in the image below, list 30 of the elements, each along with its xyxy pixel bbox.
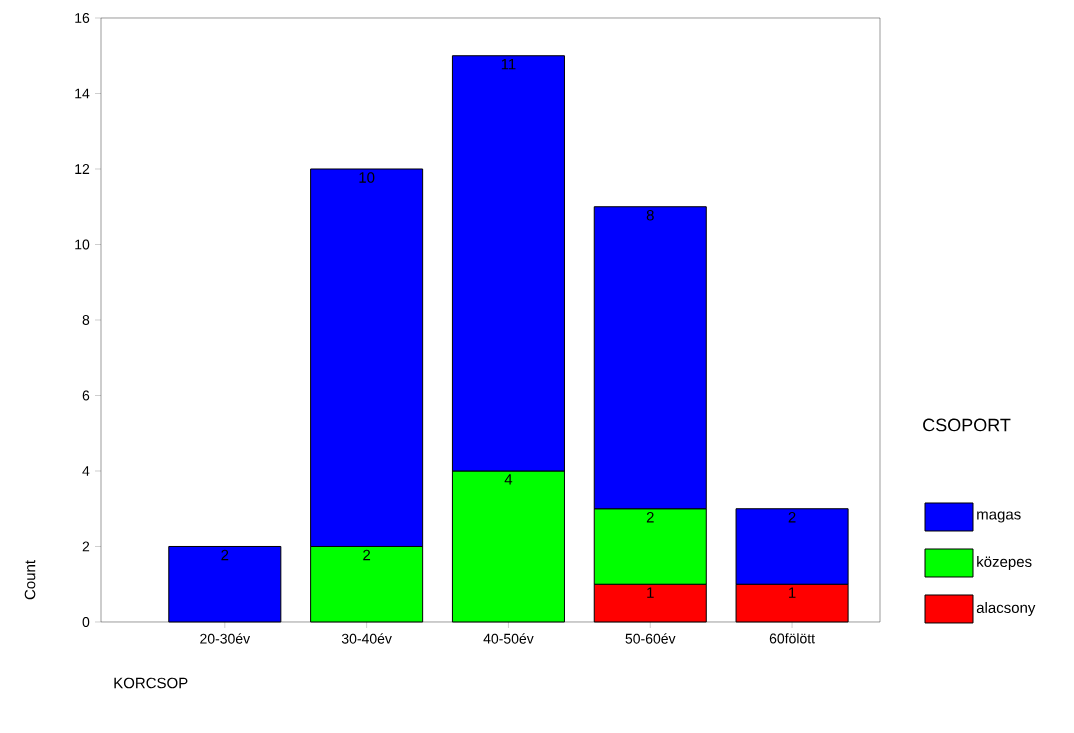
legend-title: CSOPORT — [923, 418, 1011, 432]
x-tick-label: 20-30év — [200, 633, 251, 644]
y-tick-label: 14 — [75, 88, 90, 99]
y-tick-label: 12 — [75, 164, 90, 174]
y-tick-label: 8 — [82, 315, 90, 325]
y-tick-label: 4 — [82, 466, 90, 476]
x-tick-label: 60fölött — [769, 633, 815, 644]
y-tick-label: 16 — [75, 13, 90, 23]
legend-label: közepes — [977, 556, 1032, 570]
y-tick-label: 10 — [75, 239, 90, 250]
data-label: 11 — [501, 58, 516, 70]
y-tick-label: 0 — [82, 617, 90, 627]
legend-label: alacsony — [976, 601, 1036, 616]
x-axis-title: KORCSOP — [114, 677, 188, 689]
legend-label: magas — [977, 511, 1021, 523]
y-tick-label: 2 — [82, 541, 90, 552]
data-label: 4 — [504, 474, 513, 485]
data-label: 10 — [359, 172, 375, 183]
data-label: 2 — [788, 511, 796, 523]
x-tick-label: 40-50év — [483, 633, 534, 644]
data-label: 8 — [646, 209, 654, 221]
data-label: 1 — [647, 587, 654, 598]
x-tick-label: 30-40év — [341, 633, 392, 644]
data-label: 1 — [789, 587, 796, 598]
data-label: 2 — [363, 549, 371, 561]
y-axis-title: Count — [24, 560, 36, 600]
y-tick-label: 6 — [82, 390, 90, 401]
x-tick-label: 50-60év — [625, 633, 676, 644]
data-label: 2 — [646, 511, 654, 523]
data-label: 2 — [221, 549, 229, 561]
